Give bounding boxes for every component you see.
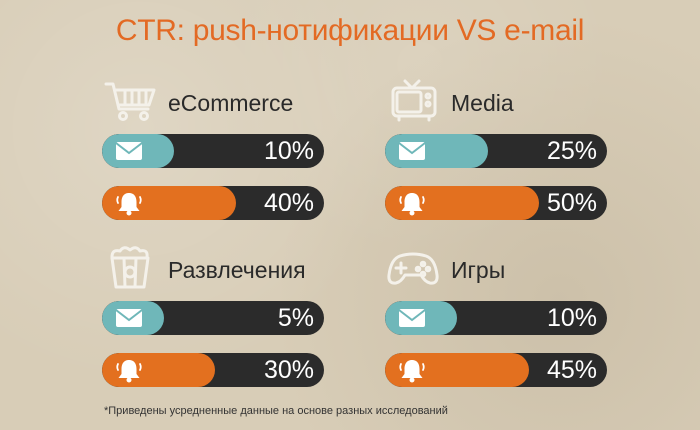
email-value: 5%: [277, 304, 314, 332]
popcorn-icon: [110, 246, 150, 289]
email-bar: 10%: [385, 301, 607, 335]
bell-icon: [116, 360, 142, 383]
push-value: 40%: [263, 189, 314, 217]
push-bar: 45%: [385, 353, 607, 387]
push-bar: 30%: [102, 353, 324, 387]
email-value: 10%: [546, 304, 597, 332]
email-bar: 5%: [102, 301, 324, 335]
panel-ecommerce: eCommerce 10% 40%: [102, 78, 324, 220]
push-value: 50%: [546, 189, 597, 217]
email-bar: 25%: [385, 134, 607, 168]
footnote: *Приведены усредненные данные на основе …: [104, 405, 448, 417]
panel-entertainment: Развлечения 5% 30%: [102, 245, 324, 387]
push-bar-fill: [102, 353, 215, 387]
category-label: Media: [451, 90, 514, 116]
category-label: Развлечения: [168, 257, 306, 283]
envelope-icon: [115, 309, 143, 327]
email-value: 10%: [263, 137, 314, 165]
tv-icon: [391, 79, 437, 122]
gamepad-icon: [387, 252, 439, 285]
envelope-icon: [398, 309, 426, 327]
envelope-icon: [115, 142, 143, 160]
email-value: 25%: [546, 137, 597, 165]
envelope-icon: [398, 142, 426, 160]
shopping-cart-icon: [104, 82, 156, 121]
chart-title: CTR: push-нотификации VS e-mail: [115, 14, 585, 47]
bell-icon: [116, 193, 142, 216]
push-bar: 40%: [102, 186, 324, 220]
push-value: 45%: [546, 356, 597, 384]
panel-media: Media 25% 50%: [385, 78, 607, 220]
push-value: 30%: [263, 356, 314, 384]
category-label: Игры: [451, 257, 506, 283]
email-bar: 10%: [102, 134, 324, 168]
category-label: eCommerce: [168, 90, 294, 116]
bell-icon: [399, 193, 425, 216]
panel-games: Игры 10% 45%: [385, 245, 607, 387]
bell-icon: [399, 360, 425, 383]
push-bar: 50%: [385, 186, 607, 220]
